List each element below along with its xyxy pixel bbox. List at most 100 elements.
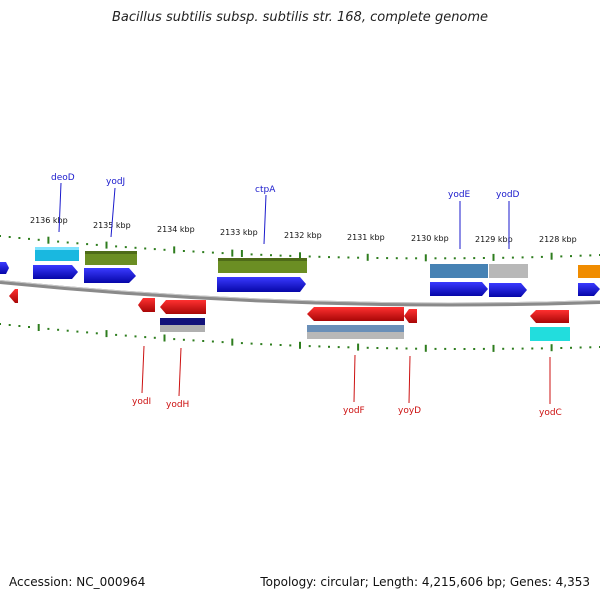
minor-tick — [202, 251, 205, 254]
minor-tick — [18, 237, 21, 239]
minor-tick — [318, 345, 321, 348]
gene-label-yodJ[interactable]: yodJ — [106, 177, 125, 187]
minor-tick — [463, 257, 466, 260]
minor-tick — [395, 257, 398, 260]
cds-arrow-yodD[interactable] — [489, 283, 527, 297]
cds-arrow-reverse[interactable] — [9, 289, 18, 303]
cds-arrow-forward[interactable] — [578, 283, 600, 296]
label-leader — [110, 187, 116, 238]
minor-tick — [502, 256, 505, 259]
minor-tick — [124, 246, 127, 249]
feature-highlight — [85, 251, 137, 254]
minor-tick — [589, 254, 592, 257]
minor-tick — [0, 323, 1, 325]
minor-tick — [366, 346, 369, 349]
minor-tick — [531, 347, 534, 350]
lower-tick-ring — [0, 323, 600, 352]
minor-tick — [434, 257, 437, 260]
cds-arrow-yodJ[interactable] — [84, 268, 136, 283]
minor-tick — [395, 347, 398, 350]
minor-tick — [453, 257, 456, 260]
minor-tick — [182, 250, 185, 252]
cds-arrow-deoD[interactable] — [33, 265, 78, 279]
minor-tick — [182, 338, 185, 341]
minor-tick — [318, 255, 321, 258]
minor-tick — [570, 346, 572, 349]
minor-tick — [173, 338, 176, 341]
feature-shade — [160, 325, 205, 332]
minor-tick — [560, 255, 563, 258]
major-tick — [240, 250, 243, 257]
label-leader — [58, 182, 62, 233]
gene-label-yodF[interactable]: yodF — [343, 406, 365, 416]
minor-tick — [86, 331, 89, 334]
gene-label-yodD[interactable]: yodD — [496, 190, 520, 200]
gene-label-yodH[interactable]: yodH — [166, 400, 189, 410]
gene-feature-yodE[interactable] — [430, 264, 488, 278]
minor-tick — [66, 241, 69, 244]
minor-tick — [521, 347, 524, 350]
gene-label-deoD[interactable]: deoD — [51, 173, 75, 183]
minor-tick — [482, 257, 485, 259]
minor-tick — [76, 330, 79, 333]
minor-tick — [95, 332, 98, 335]
cds-arrow-yodF[interactable] — [307, 307, 404, 321]
cds-arrow-yodI[interactable] — [138, 298, 155, 312]
gene-feature-deoD[interactable] — [35, 247, 79, 261]
minor-tick — [250, 253, 253, 256]
minor-tick — [260, 343, 263, 346]
minor-tick — [415, 257, 418, 260]
gene-label-yodC[interactable]: yodC — [539, 408, 562, 418]
minor-tick — [589, 346, 592, 349]
accession-text: Accession: NC_000964 — [9, 575, 146, 589]
gene-label-ctpA[interactable]: ctpA — [255, 185, 276, 195]
minor-tick — [482, 347, 485, 350]
minor-tick — [347, 346, 350, 349]
genome-summary-text: Topology: circular; Length: 4,215,606 bp… — [260, 575, 590, 589]
gene-feature-yodC[interactable] — [530, 327, 570, 341]
reverse-strand — [9, 289, 570, 341]
tick-label: 2132 kbp — [284, 231, 322, 240]
minor-tick — [95, 243, 98, 246]
minor-tick — [289, 344, 292, 347]
minor-tick — [221, 341, 224, 344]
minor-tick — [8, 236, 11, 238]
cds-arrow-yodC[interactable] — [530, 310, 569, 323]
minor-tick — [202, 340, 205, 342]
minor-tick — [115, 333, 118, 336]
major-tick — [550, 252, 553, 260]
minor-tick — [308, 345, 311, 348]
minor-tick — [540, 255, 543, 258]
cds-arrow-forward[interactable] — [0, 262, 9, 274]
minor-tick — [386, 347, 389, 350]
gene-feature-ctpA[interactable] — [218, 258, 307, 273]
minor-tick — [279, 254, 282, 257]
minor-tick — [240, 342, 243, 345]
gene-label-yoyD[interactable]: yoyD — [398, 406, 421, 416]
cds-arrow-yodE[interactable] — [430, 282, 488, 296]
gene-feature-yodD[interactable] — [489, 264, 528, 278]
minor-tick — [270, 254, 272, 257]
minor-tick — [0, 235, 1, 237]
minor-tick — [463, 348, 466, 350]
minor-tick — [337, 346, 340, 349]
cds-arrow-yodH[interactable] — [160, 300, 206, 314]
gene-feature-yodJ[interactable] — [85, 251, 137, 265]
feature-highlight — [218, 258, 307, 261]
gene-feature-orange[interactable] — [578, 265, 600, 278]
major-tick — [299, 341, 301, 349]
minor-tick — [8, 324, 11, 326]
feature-shade — [307, 332, 404, 339]
genome-backbone — [0, 280, 600, 307]
reverse-gene-labels: yodI yodH yodF yoyD yodC — [132, 345, 562, 418]
major-tick — [173, 246, 176, 254]
gene-label-yodE[interactable]: yodE — [448, 190, 471, 200]
cds-arrow-yoyD[interactable] — [404, 309, 417, 323]
label-leader — [141, 345, 145, 394]
upper-tick-ring — [0, 235, 600, 262]
gene-label-yodI[interactable]: yodI — [132, 397, 151, 407]
label-leader — [263, 194, 267, 245]
major-tick — [550, 344, 553, 352]
minor-tick — [337, 256, 340, 259]
cds-arrow-ctpA[interactable] — [217, 277, 306, 292]
